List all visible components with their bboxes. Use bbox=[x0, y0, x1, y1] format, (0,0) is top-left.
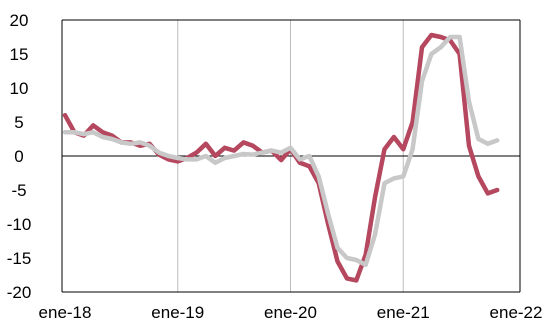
y-tick-label: 10 bbox=[10, 79, 29, 98]
y-tick-labels: 20 15 10 5 0 -5 -10 -15 -20 bbox=[7, 11, 32, 302]
y-tick-label: -10 bbox=[7, 215, 32, 234]
series-group bbox=[62, 32, 500, 283]
x-tick-label: ene-22 bbox=[490, 303, 543, 322]
y-tick-label: 5 bbox=[14, 113, 23, 132]
x-tick-label: ene-19 bbox=[151, 303, 204, 322]
x-tick-labels: ene-18 ene-19 ene-20 ene-21 ene-22 bbox=[39, 303, 543, 322]
y-tick-label: 15 bbox=[10, 45, 29, 64]
series-line-2 bbox=[62, 34, 500, 268]
x-tick-label: ene-20 bbox=[264, 303, 317, 322]
series-line-1 bbox=[62, 32, 500, 283]
y-tick-label: 20 bbox=[10, 11, 29, 30]
y-tick-label: -15 bbox=[7, 249, 32, 268]
y-tick-label: 0 bbox=[14, 147, 23, 166]
y-tick-label: -5 bbox=[11, 181, 26, 200]
x-tick-label: ene-21 bbox=[377, 303, 430, 322]
y-tick-label: -20 bbox=[7, 283, 32, 302]
x-tick-label: ene-18 bbox=[39, 303, 92, 322]
